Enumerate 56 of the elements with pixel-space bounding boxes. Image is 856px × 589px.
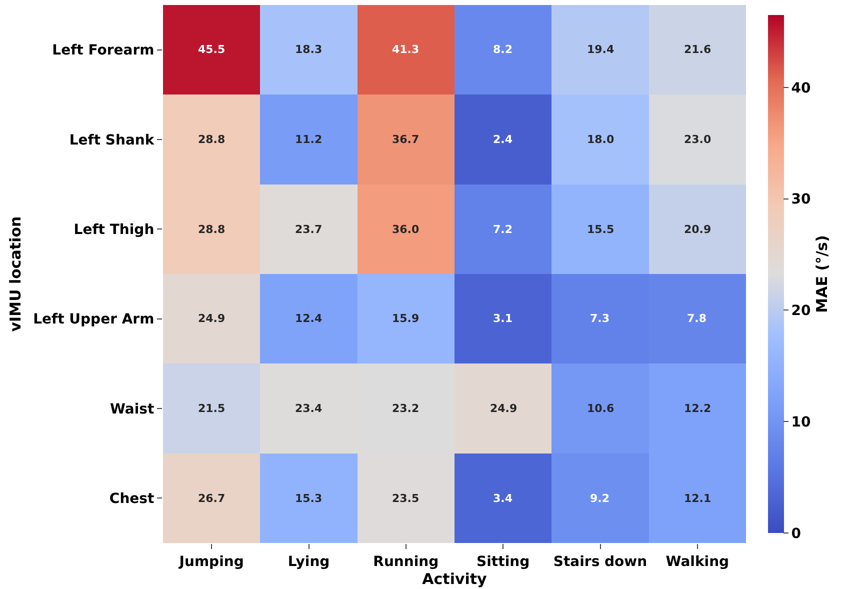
data-label: 2.4 [493,133,513,146]
color-bar-label: 30 [791,192,812,208]
data-label: 41.3 [392,43,420,56]
y-tick-label: Left Forearm [52,42,154,59]
data-label: 28.8 [198,223,226,236]
data-label: 18.3 [295,43,322,56]
data-label: 11.2 [295,133,322,146]
color-bar-title: MAE (°/s) [813,235,832,313]
y-tick-label: Left Thigh [74,222,154,238]
color-bar-label: 10 [791,414,812,430]
y-tick-label: Waist [110,401,155,418]
data-label: 7.8 [687,312,706,325]
y-tick-label: Chest [109,491,155,508]
data-label: 15.5 [587,223,614,236]
data-label: 19.4 [587,43,614,56]
data-label: 23.4 [295,402,322,415]
x-tick-label: Jumping [178,554,244,570]
x-tick-label: Lying [288,554,330,570]
data-label: 3.1 [493,312,512,325]
data-label: 36.0 [392,223,420,236]
data-label: 24.9 [490,402,518,415]
data-label: 9.2 [590,492,610,505]
data-label: 28.8 [198,133,226,146]
data-label: 12.4 [295,312,322,325]
y-tick-label: Left Shank [69,132,155,148]
data-label: 7.3 [590,312,610,325]
data-label: 23.2 [392,402,420,415]
data-label: 8.2 [493,43,512,56]
data-label: 26.7 [198,492,226,505]
data-label: 20.9 [684,223,712,236]
data-label: 15.3 [295,492,322,505]
x-tick-label: Walking [666,554,730,570]
x-tick-label: Stairs down [553,554,648,570]
x-tick-label: Sitting [476,554,530,570]
data-label: 45.5 [198,43,226,56]
color-bar-label: 0 [791,526,802,542]
data-label: 23.0 [684,133,712,146]
x-tick-label: Running [373,554,439,570]
x-axis-title: Activity [422,570,488,588]
color-bar-label: 40 [791,80,812,96]
y-tick-label: Left Upper Arm [33,312,154,328]
data-label: 10.6 [587,402,614,415]
data-label: 24.9 [198,312,226,325]
data-label: 23.5 [392,492,420,505]
data-label: 36.7 [392,133,420,146]
y-axis-title: vIMU location [6,216,24,332]
data-label: 21.5 [198,402,226,415]
data-label: 15.9 [392,312,420,325]
data-label: 12.1 [684,492,712,505]
color-bar-label: 20 [791,303,812,320]
data-label: 21.6 [684,43,712,56]
data-label: 7.2 [493,223,512,236]
data-label: 3.4 [493,492,513,505]
data-label: 18.0 [587,133,614,146]
data-label: 23.7 [295,223,322,236]
data-label: 12.2 [684,402,712,415]
